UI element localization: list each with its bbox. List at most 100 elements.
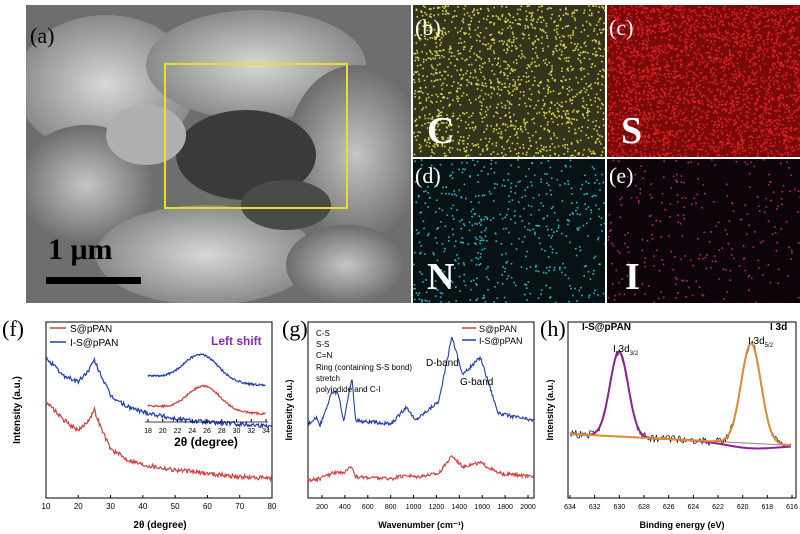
marker-c-n: C=N [316,351,332,360]
panel-label-d: (d) [415,163,441,188]
raman-legend-s-ppan: S@pPAN [479,324,517,334]
element-label-s: S [621,110,643,152]
raman-ylabel: Intensity (a.u.) [284,379,294,440]
tick-label: 34 [262,428,270,435]
tick-label: 400 [339,504,351,511]
tick-label: 20 [74,502,83,511]
tick-label: 1400 [452,504,468,511]
eds-map-n: (d) N [413,159,605,303]
xrd-ylabel: Intensity (a.u.) [12,376,23,444]
tick-label: 22 [174,428,182,435]
raman-line-i-s-ppan [307,336,534,427]
left-shift-label: Left shift [211,334,262,348]
d-band-label: D-band [426,358,459,369]
tick-label: 622 [712,504,724,511]
xrd-inset-line-i-s-ppan [147,353,266,388]
tick-label: 618 [761,504,773,511]
raman-panel: 200 400 600 800 1000 1200 1400 1600 1800 2000 S@p… [278,314,540,534]
xrd-line-s-ppan [45,401,273,483]
tick-label: 18 [144,428,152,435]
tick-label: 30 [106,502,115,511]
tick-label: 600 [362,504,374,511]
tick-label: 624 [687,504,699,511]
raman-chart: 200 400 600 800 1000 1200 1400 1600 1800 2000 S@p… [284,321,536,530]
xps-panel: 634 632 630 628 626 624 622 620 618 616 I-S@pPAN … [540,314,800,534]
tick-label: 60 [203,502,212,511]
xps-sample-label: I-S@pPAN [582,322,631,333]
element-label-n: N [427,256,455,298]
tick-label: 30 [233,428,241,435]
eds-dots-n [413,159,605,303]
sem-image [26,5,411,303]
tick-label: 628 [638,504,650,511]
tick-label: 24 [188,428,196,435]
tick-label: 40 [138,502,147,511]
tick-label: 10 [42,502,51,511]
tick-label: 70 [235,502,244,511]
xrd-inset-line-s-ppan [147,384,266,416]
tick-label: 200 [316,504,328,511]
tick-label: 28 [218,428,226,435]
tick-label: 50 [171,502,180,511]
eds-map-c: (b) C [413,5,605,157]
xrd-panel: 10 20 30 40 50 60 70 80 18 20 22 24 26 28 30 32 34 S@pP… [0,314,278,534]
legend-s-ppan: S@pPAN [70,324,112,335]
tick-label: 80 [268,502,277,511]
xps-peak2-label: I 3d5/2 [748,336,774,349]
legend-i-s-ppan: I-S@pPAN [70,338,118,349]
panel-label-c: (c) [609,15,634,40]
raman-xlabel: Wavenumber (cm⁻¹) [378,520,463,530]
tick-label: 620 [737,504,749,511]
panel-label-b: (b) [415,15,441,40]
xps-fit-3d52 [569,342,791,447]
xps-raw-line [569,340,791,449]
scale-bar [46,277,141,284]
eds-map-i: (e) I [607,159,800,303]
eds-map-s: (c) S [607,5,800,157]
tick-label: 1600 [474,504,490,511]
marker-stretch: stretch [316,374,340,383]
raman-line-s-ppan [307,454,534,483]
marker-s-s: S-S [316,340,329,349]
xps-ylabel: Intensity (a.u.) [545,379,555,440]
xrd-xlabel: 2θ (degree) [133,520,186,531]
tick-label: 1200 [429,504,445,511]
xps-peak1-label: I 3d3/2 [613,344,639,357]
xps-xlabel: Binding energy (eV) [639,520,724,530]
panel-label-e: (e) [609,163,634,188]
xps-title: I 3d [770,322,787,333]
panel-label-f: (f) [2,316,24,341]
tick-label: 626 [663,504,675,511]
tick-label: 630 [613,504,625,511]
tick-label: 20 [159,428,167,435]
xps-chart: 634 632 630 628 626 624 622 620 618 616 I-S@pPAN … [545,321,798,530]
tick-label: 1000 [406,504,422,511]
tick-label: 632 [589,504,601,511]
panel-label-a: (a) [30,23,55,48]
xrd-line-i-s-ppan [45,355,273,429]
panel-label-g: (g) [282,316,308,341]
tick-label: 1800 [497,504,513,511]
eds-dots-s [607,5,800,157]
xrd-chart: 10 20 30 40 50 60 70 80 18 20 22 24 26 28 30 32 34 S@pP… [12,321,277,531]
eds-dots-i [607,159,800,303]
tick-label: 2000 [520,504,536,511]
panel-label-h: (h) [540,316,566,341]
marker-ring: Ring (containing S-S bond) [316,363,412,372]
tick-label: 26 [203,428,211,435]
tick-label: 800 [385,504,397,511]
inset-xlabel: 2θ (degree) [174,435,238,449]
marker-c-s: C-S [316,329,330,338]
g-band-label: G-band [460,377,493,388]
marker-polyiodide: polyiodide and C-I [316,385,380,394]
eds-dots-c [413,5,605,157]
element-label-i: I [625,256,640,298]
tick-label: 32 [247,428,255,435]
tick-label: 634 [564,504,576,511]
tick-label: 616 [786,504,798,511]
sem-image-panel: 1 μm (a) [26,5,411,303]
scale-bar-label: 1 μm [48,233,113,266]
selection-box [164,63,348,209]
element-label-c: C [427,110,455,152]
raman-legend-i-s-ppan: I-S@pPAN [479,336,522,346]
